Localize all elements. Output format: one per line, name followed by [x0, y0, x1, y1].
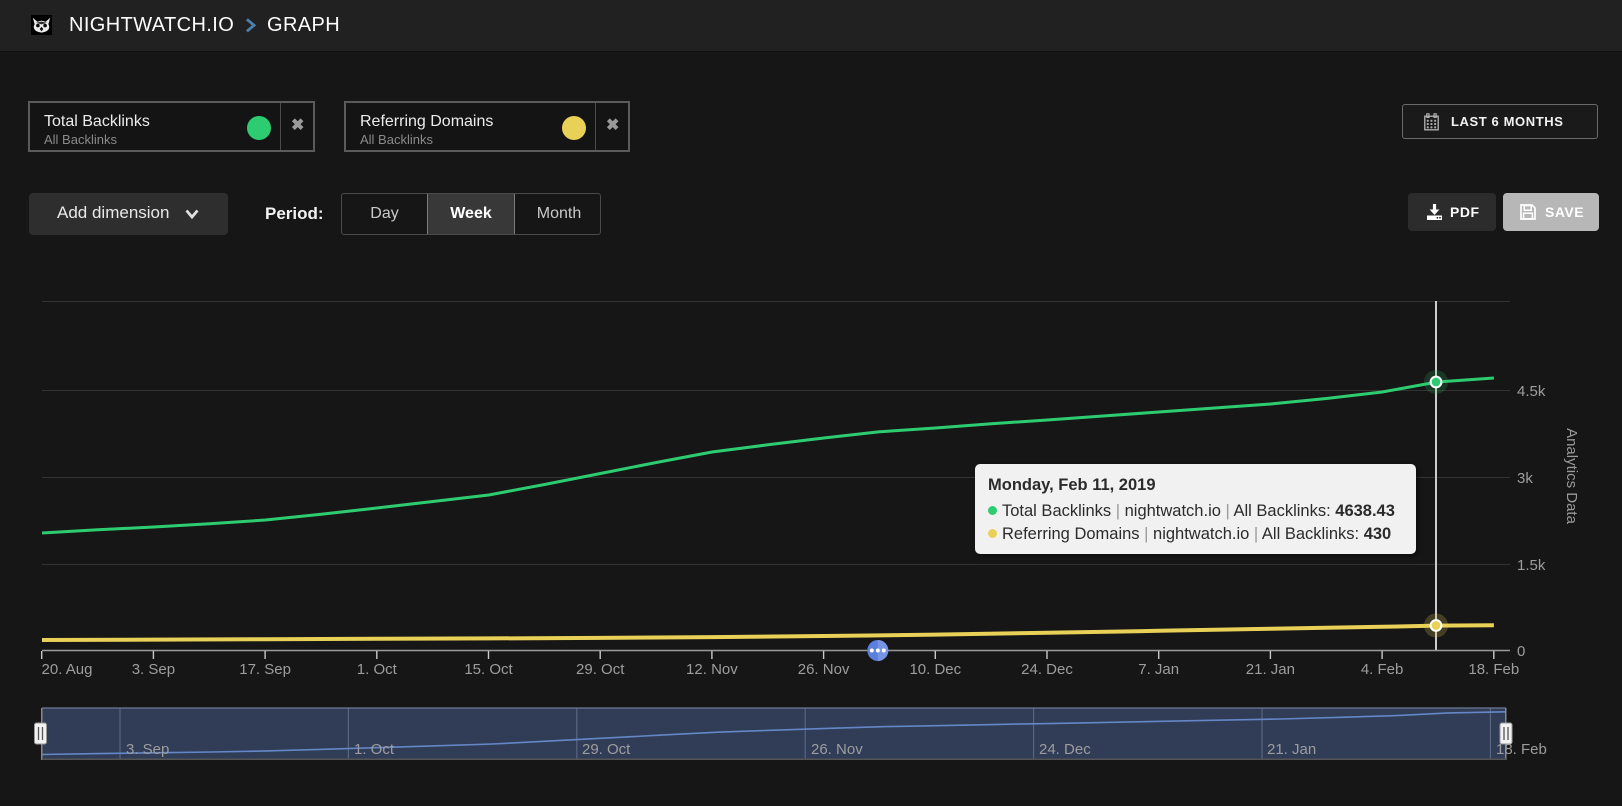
svg-text:3. Sep: 3. Sep: [132, 661, 175, 678]
svg-text:1. Oct: 1. Oct: [354, 741, 395, 758]
svg-text:15. Oct: 15. Oct: [464, 661, 513, 678]
svg-text:24. Dec: 24. Dec: [1039, 741, 1091, 758]
svg-text:17. Sep: 17. Sep: [239, 661, 291, 678]
svg-text:4. Feb: 4. Feb: [1361, 661, 1404, 678]
svg-text:10. Dec: 10. Dec: [909, 661, 961, 678]
svg-text:1.5k: 1.5k: [1517, 557, 1546, 574]
svg-text:0: 0: [1517, 643, 1525, 660]
svg-text:29. Oct: 29. Oct: [576, 661, 625, 678]
svg-text:21. Jan: 21. Jan: [1246, 661, 1295, 678]
svg-text:26. Nov: 26. Nov: [811, 741, 863, 758]
svg-text:12. Nov: 12. Nov: [686, 661, 738, 678]
svg-text:18. Feb: 18. Feb: [1496, 741, 1547, 758]
svg-text:1. Oct: 1. Oct: [357, 661, 398, 678]
svg-text:18. Feb: 18. Feb: [1468, 661, 1519, 678]
svg-text:26. Nov: 26. Nov: [798, 661, 850, 678]
svg-text:20. Aug: 20. Aug: [42, 661, 93, 678]
svg-text:29. Oct: 29. Oct: [582, 741, 631, 758]
svg-text:3k: 3k: [1517, 470, 1533, 487]
svg-text:24. Dec: 24. Dec: [1021, 661, 1073, 678]
svg-text:Analytics Data: Analytics Data: [1563, 428, 1580, 525]
svg-text:7. Jan: 7. Jan: [1138, 661, 1179, 678]
svg-text:3. Sep: 3. Sep: [126, 741, 169, 758]
svg-text:21. Jan: 21. Jan: [1267, 741, 1316, 758]
svg-text:4.5k: 4.5k: [1517, 383, 1546, 400]
